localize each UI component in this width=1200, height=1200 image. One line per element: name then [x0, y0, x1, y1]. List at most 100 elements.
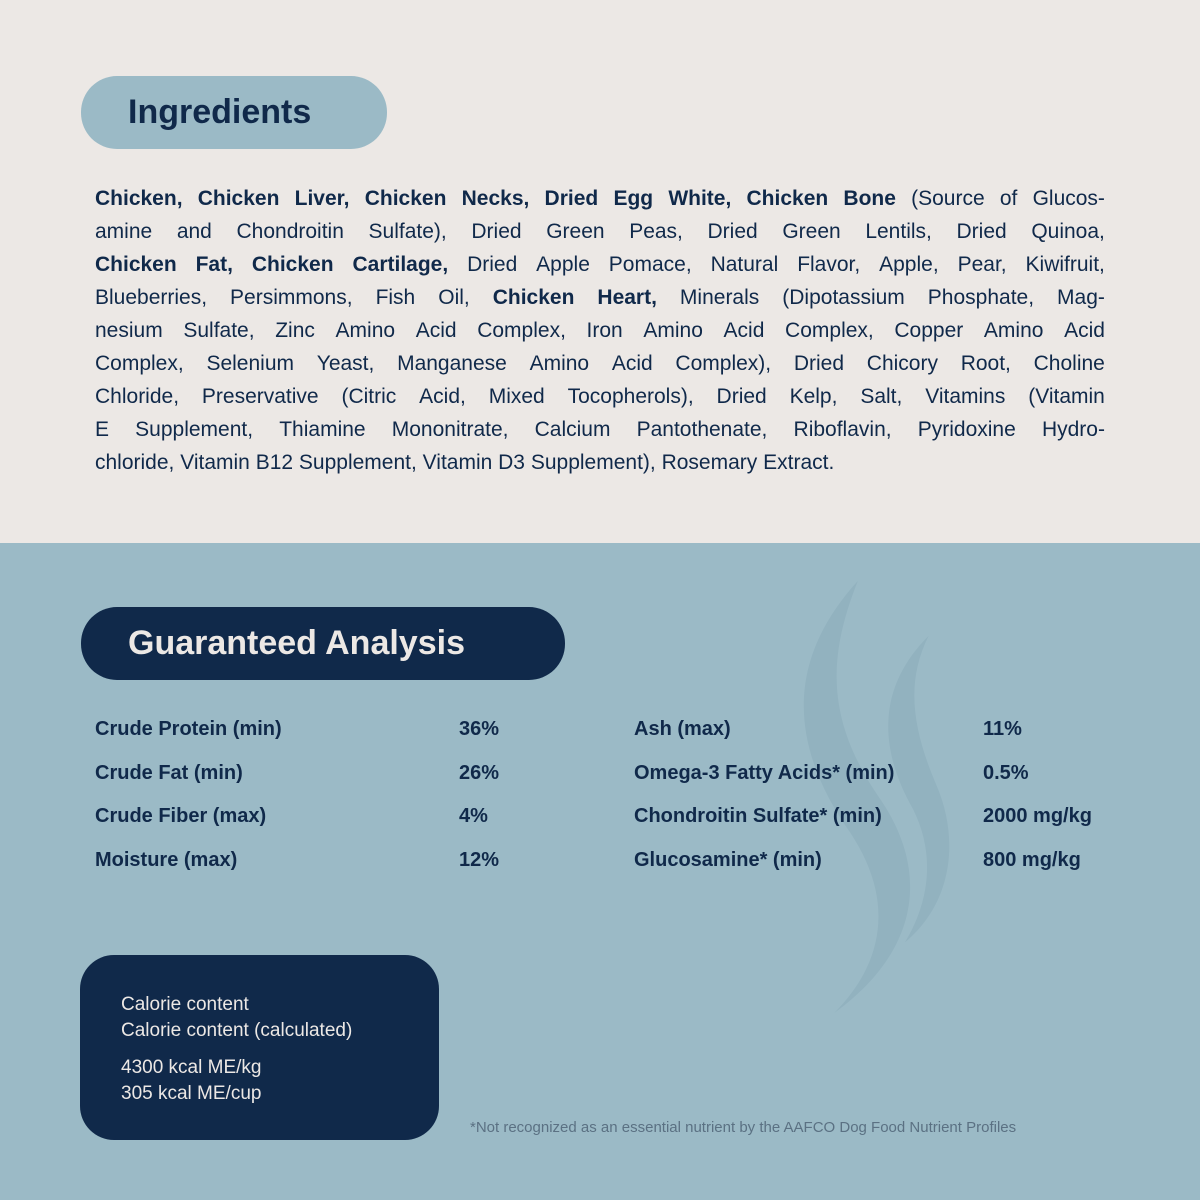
ingredient-text: Dried [793, 352, 845, 375]
ingredient-highlight: Heart, [597, 286, 657, 309]
ingredient-highlight: Bone [843, 187, 896, 210]
ingredient-text: Sulfate), [368, 220, 447, 243]
ingredient-text: Glucos- [1032, 187, 1105, 210]
ingredient-text: (Vitamin [1028, 385, 1105, 408]
ingredient-text: Amino [983, 319, 1044, 342]
ingredient-text: Dried [471, 220, 522, 243]
ingredient-highlight: Liver, [294, 187, 350, 210]
ingredient-text: Selenium [206, 352, 294, 375]
ingredients-line: Chicken Fat, Chicken Cartilage, Dried Apple Po… [95, 248, 1105, 281]
nutrient-label: Crude Fat (min) [95, 761, 243, 784]
ingredient-text: Natural [710, 253, 779, 276]
ingredient-text: Phosphate, [927, 286, 1035, 309]
ingredient-text: Root, [960, 352, 1011, 375]
ingredient-highlight: Chicken [95, 253, 177, 276]
ingredient-text: Vitamins [925, 385, 1006, 408]
ingredient-text: Amino [643, 319, 703, 342]
ingredients-line: E Supplement, Thiamine Mononitrate, Calcium P… [95, 413, 1105, 446]
ingredient-text: Acid [415, 319, 457, 342]
ingredients-line: amine and Chondroitin Sulfate), Dried Green Pe… [95, 215, 1105, 248]
ingredient-text: Manganese [397, 352, 507, 375]
ingredient-text: E [95, 418, 110, 441]
ingredients-heading: Ingredients [81, 76, 387, 149]
nutrient-value: 0.5% [983, 761, 1029, 784]
ingredient-text: Choline [1033, 352, 1105, 375]
ingredient-text: Chloride, [95, 385, 180, 408]
ingredient-text: Salt, [860, 385, 903, 408]
ingredient-text: (Dipotassium [782, 286, 905, 309]
ingredient-text: Acid [1064, 319, 1105, 342]
ingredient-text: Mag- [1057, 286, 1105, 309]
nutrient-label: Omega-3 Fatty Acids* (min) [634, 761, 895, 784]
ingredient-text: Amino [529, 352, 590, 375]
ingredient-highlight: Chicken [197, 187, 280, 210]
ingredient-text: Peas, [629, 220, 683, 243]
ingredient-text: B12 [255, 451, 299, 474]
ingredient-text: Minerals [679, 286, 760, 309]
ingredient-text: Acid, [419, 385, 466, 408]
ingredient-highlight: Chicken [746, 187, 829, 210]
ingredient-text: Zinc [275, 319, 315, 342]
ingredient-text: Complex, [95, 352, 184, 375]
ingredient-text: Complex, [785, 319, 874, 342]
nutrient-value: 12% [459, 848, 500, 871]
ingredient-highlight: Egg [613, 187, 654, 210]
ingredient-text: Dried [467, 253, 518, 276]
ingredients-line: Complex, Selenium Yeast, Manganese Amino Acid… [95, 347, 1105, 380]
ingredient-text: chloride, [95, 451, 181, 474]
ingredient-text: Flavor, [797, 253, 861, 276]
nutrient-value: 11% [983, 718, 1022, 740]
ingredients-line: Chloride, Preservative (Citric Acid, Mixed To… [95, 380, 1105, 413]
nutrient-value: 4% [459, 805, 488, 827]
flame-icon [803, 580, 950, 1013]
ingredient-text: Quinoa, [1031, 220, 1105, 243]
ingredient-text: Calcium [534, 418, 611, 441]
ingredient-text: Dried [716, 385, 767, 408]
ingredient-text: Pear, [957, 253, 1007, 276]
ingredients-list: Chicken, Chicken Liver, Chicken Necks, Dried E… [95, 182, 1105, 479]
ingredient-text: Chondroitin [236, 220, 344, 243]
nutrient-label: Ash (max) [634, 718, 731, 740]
ingredient-text: Hydro- [1041, 418, 1105, 441]
ingredient-text: Acid [611, 352, 653, 375]
ingredient-text: Rosemary [661, 451, 764, 474]
ingredient-text: Kelp, [789, 385, 838, 408]
ingredient-text: Vitamin [180, 451, 256, 474]
ingredient-text: Oil, [438, 286, 470, 309]
ingredient-text: Kiwifruit, [1025, 253, 1105, 276]
calorie-box: Calorie content Calorie content (calcula… [80, 955, 439, 1140]
ingredient-text: Apple [536, 253, 590, 276]
ingredient-text: Vitamin [422, 451, 499, 474]
ingredient-highlight: Dried [544, 187, 599, 210]
ingredient-text: Chicory [866, 352, 938, 375]
ingredient-text: and [176, 220, 212, 243]
ingredient-text: Supplement, [298, 451, 423, 474]
ingredient-text: Complex, [477, 319, 566, 342]
ingredient-text: Copper [894, 319, 964, 342]
ingredient-highlight: Fat, [195, 253, 233, 276]
ingredient-highlight: Chicken [251, 253, 334, 276]
ingredient-text: Mononitrate, [391, 418, 509, 441]
nutrient-value: 800 mg/kg [983, 848, 1081, 871]
ingredients-line: nesium Sulfate, Zinc Amino Acid Complex, Iron A… [95, 314, 1105, 347]
ingredient-text: (Citric [341, 385, 397, 408]
ingredient-text: Thiamine [279, 418, 366, 441]
ingredient-text: Amino [335, 319, 396, 342]
ingredient-text: Extract. [763, 451, 841, 474]
calorie-per-kg: 4300 kcal ME/kg [121, 1057, 262, 1078]
ingredient-text: Fish [375, 286, 416, 309]
ingredient-text: Dried [956, 220, 1007, 243]
ingredients-section: Ingredients Chicken, Chicken Liver, Chicken… [0, 0, 1200, 543]
nutrient-value: 2000 mg/kg [983, 805, 1092, 827]
ingredient-text: Acid [723, 319, 765, 342]
ingredient-text: Supplement, [135, 418, 254, 441]
nutrient-label: Crude Protein (min) [95, 718, 282, 740]
ingredient-highlight: Chicken, [95, 187, 183, 210]
calorie-per-cup: 305 kcal ME/cup [121, 1083, 262, 1104]
ingredient-text: nesium [95, 319, 163, 342]
nutrient-value: 26% [459, 761, 500, 784]
ingredient-text: of [999, 187, 1018, 210]
ingredient-highlight: White, [668, 187, 732, 210]
ingredients-line: Chicken, Chicken Liver, Chicken Necks, Dried E… [95, 182, 1105, 215]
ingredient-text: Riboflavin, [793, 418, 892, 441]
